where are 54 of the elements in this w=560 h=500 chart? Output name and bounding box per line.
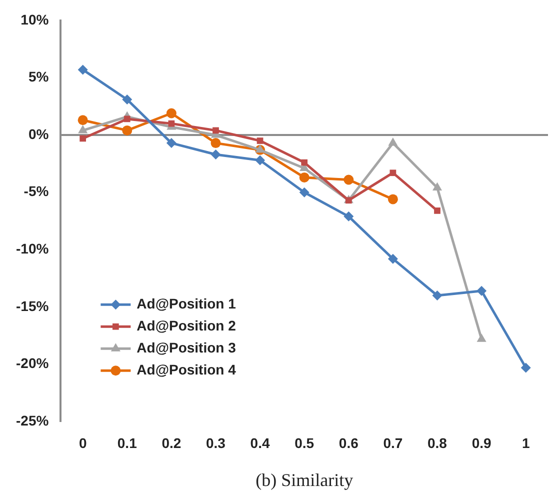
y-tick-label: -20% bbox=[16, 355, 50, 372]
point bbox=[122, 125, 132, 136]
x-tick-label: 0.3 bbox=[206, 434, 226, 451]
point bbox=[434, 208, 440, 214]
point bbox=[344, 174, 354, 185]
point bbox=[301, 159, 308, 166]
y-tick-label: 5% bbox=[28, 68, 50, 85]
x-tick-label: 0.1 bbox=[117, 434, 138, 451]
y-tick-label: -25% bbox=[16, 412, 50, 428]
legend-label: Ad@Position 3 bbox=[136, 339, 236, 356]
point bbox=[210, 150, 221, 160]
point bbox=[476, 286, 487, 296]
x-tick-label: 0.6 bbox=[338, 434, 359, 451]
y-tick-label: 10% bbox=[20, 11, 50, 28]
point bbox=[476, 334, 486, 342]
point bbox=[432, 182, 442, 191]
point bbox=[388, 254, 398, 264]
point bbox=[78, 124, 88, 134]
point bbox=[299, 187, 310, 198]
point bbox=[299, 172, 310, 182]
y-tick-label: -5% bbox=[24, 183, 50, 200]
point bbox=[344, 211, 354, 222]
x-tick-label: 0.4 bbox=[250, 434, 270, 451]
x-tick-label: 0.2 bbox=[162, 434, 182, 451]
point bbox=[166, 138, 176, 148]
x-tick-label: 0.7 bbox=[383, 434, 403, 451]
point bbox=[166, 108, 176, 118]
x-tick-label: 1 bbox=[522, 434, 530, 451]
point bbox=[390, 170, 396, 176]
x-tick-label: 0 bbox=[78, 434, 87, 451]
point bbox=[256, 138, 264, 144]
x-tick-label: 0.8 bbox=[428, 434, 448, 451]
point bbox=[122, 94, 132, 104]
legend-label: Ad@Position 1 bbox=[136, 295, 236, 312]
point bbox=[210, 138, 221, 148]
point bbox=[432, 290, 442, 301]
point bbox=[78, 115, 88, 126]
point bbox=[212, 127, 219, 134]
x-axis-title: (b) Similarity bbox=[256, 470, 354, 490]
point bbox=[80, 135, 86, 142]
legend-label: Ad@Position 4 bbox=[136, 361, 236, 378]
y-tick-label: -10% bbox=[16, 240, 50, 257]
point bbox=[345, 197, 352, 204]
point bbox=[388, 138, 398, 146]
point bbox=[520, 362, 531, 373]
x-tick-label: 0.9 bbox=[472, 434, 492, 451]
point bbox=[78, 64, 88, 75]
y-tick-label: -15% bbox=[16, 298, 50, 314]
x-tick-label: 0.5 bbox=[294, 434, 314, 451]
point bbox=[388, 194, 398, 204]
point bbox=[255, 155, 266, 166]
legend-label: Ad@Position 2 bbox=[136, 317, 236, 334]
point bbox=[124, 116, 130, 122]
y-tick-label: 0% bbox=[28, 126, 50, 142]
